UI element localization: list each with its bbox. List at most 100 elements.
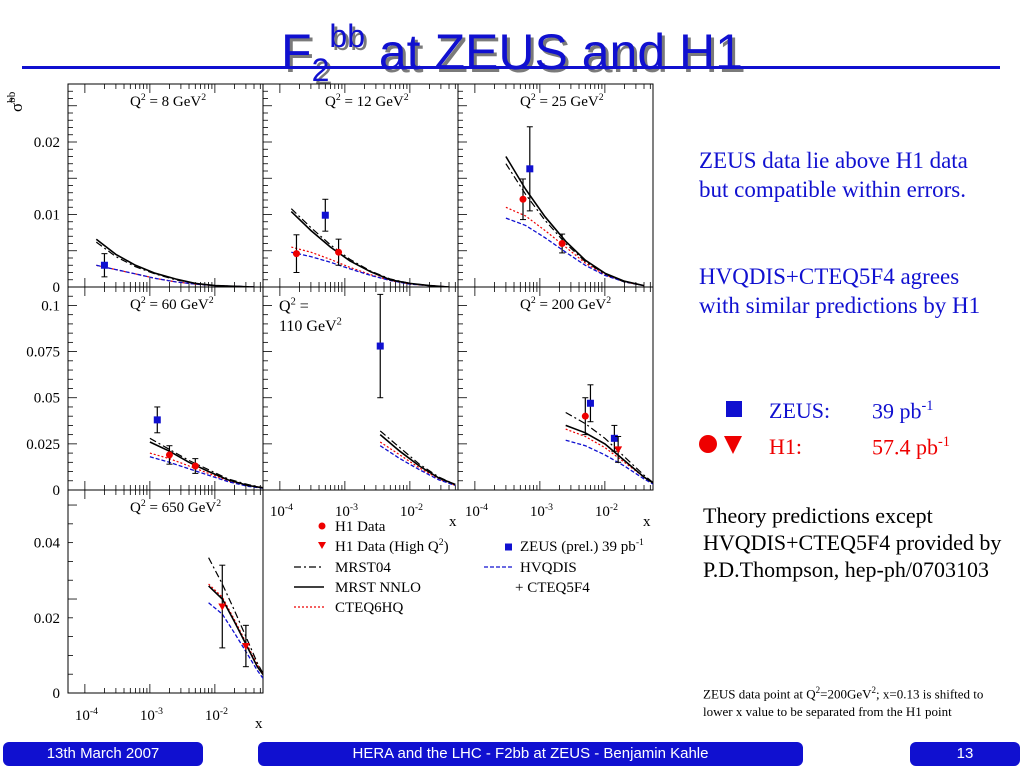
- zeus-point: [100, 261, 108, 269]
- h1-point: [165, 451, 173, 459]
- x-axis-label: x: [449, 514, 457, 530]
- curve-mrstnnlo: [565, 424, 653, 484]
- legend-label: MRST NNLO: [335, 580, 421, 596]
- curve-mrst04: [95, 241, 255, 287]
- x-tick-label: 10-4: [465, 502, 488, 520]
- y-tick-label: 0.01: [34, 208, 60, 224]
- legend-h1-high-marker: [318, 542, 326, 549]
- footer-date: 13th March 2007: [3, 742, 203, 766]
- legend-h1-marker: [318, 522, 326, 530]
- curve-mrstnnlo: [208, 585, 263, 676]
- curve-mrstnnlo: [290, 211, 450, 287]
- curve-cteq6hq: [505, 206, 645, 287]
- curves: [95, 238, 255, 287]
- zeus-point: [153, 416, 161, 424]
- y-tick-label: 0.075: [26, 345, 60, 361]
- h1-dot-icon: [699, 435, 717, 453]
- plot-panel-1: 0.02 0.01 0 Q2 = 8 GeV2: [34, 83, 264, 296]
- zeus-cross-section-value: 39 pb-1: [872, 398, 934, 424]
- curves: [290, 208, 450, 287]
- plot-legend: H1 Data H1 Data (High Q2) MRST04 MRST NNLO C…: [294, 519, 644, 616]
- theory-note: Theory predictions except HVQDIS+CTEQ5F4…: [703, 503, 1002, 582]
- footer-title: HERA and the LHC - F2bb at ZEUS - Benjam…: [258, 742, 803, 766]
- title-rule: [22, 66, 1000, 69]
- q2-label: Q2 =: [279, 297, 309, 315]
- legend-label: ZEUS (prel.) 39 pb-1: [520, 537, 644, 555]
- zeus-square-icon: [726, 401, 742, 417]
- title-subscript: 2: [311, 52, 330, 88]
- y-tick-label: 0.05: [34, 391, 60, 407]
- y-tick-label: 0.02: [34, 135, 60, 151]
- q2-label: Q2 = 8 GeV2: [130, 92, 206, 110]
- note-hvqdis-agrees: HVQDIS+CTEQ5F4 agrees with similar predi…: [699, 264, 981, 318]
- curve-mrst04: [505, 163, 645, 287]
- y-tick-label: 0.04: [34, 536, 61, 552]
- legend-zeus-marker: [505, 543, 512, 551]
- f2bb-plot-grid: 0.02 0.01 0 Q2 = 8 GeV2 Q2 = 12 GeV2 Q2 = 25 …: [6, 83, 654, 732]
- curve-mrstnnlo: [149, 441, 263, 489]
- panel-frame: [457, 83, 654, 288]
- x-tick-label: 10-3: [530, 502, 553, 520]
- q2-label-line2: 110 GeV2: [279, 317, 342, 335]
- panel-frame: [262, 83, 459, 288]
- curve-hvqdis: [379, 445, 456, 487]
- curve-mrstnnlo: [379, 433, 456, 486]
- zeus-point-note: ZEUS data point at Q2=200GeV2; x=0.13 is…: [703, 685, 984, 720]
- curves: [565, 411, 653, 485]
- zeus-point: [610, 434, 618, 442]
- h1-cross-section-value: 57.4 pb-1: [872, 434, 950, 460]
- curve-cteq6hq: [291, 246, 450, 287]
- curve-hvqdis: [291, 251, 450, 287]
- h1-point: [519, 195, 527, 203]
- curves: [208, 557, 263, 680]
- title-superscript: bb: [329, 18, 365, 54]
- curve-mrstnnlo: [95, 238, 255, 287]
- footer-page-number: 13: [910, 742, 1020, 766]
- slide-title: F2bb at ZEUS and H1: [281, 18, 743, 88]
- panel-frame: [67, 83, 264, 288]
- curve-cteq6hq: [565, 428, 653, 484]
- h1-point: [581, 412, 589, 420]
- x-tick-label: 10-2: [205, 706, 228, 724]
- zeus-point: [321, 211, 329, 219]
- x-axis-label: x: [643, 514, 651, 530]
- x-tick-label: 10-2: [400, 502, 423, 520]
- zeus-point: [526, 165, 534, 173]
- zeus-cross-section: ZEUS:: [769, 398, 831, 423]
- h1-point: [558, 240, 566, 247]
- h1-high-q2-point: [241, 643, 250, 651]
- curve-mrst04: [290, 208, 450, 287]
- curves: [379, 430, 456, 487]
- note-zeus-above-h1: ZEUS data lie above H1 data but compatib…: [699, 148, 968, 202]
- y-tick-label: 0: [53, 483, 61, 499]
- y-tick-label: 0.025: [26, 437, 60, 453]
- h1-cross-section: H1:: [769, 434, 802, 459]
- legend-label: H1 Data: [335, 519, 386, 535]
- q2-label: Q2 = 12 GeV2: [325, 92, 409, 110]
- zeus-point: [586, 399, 594, 407]
- plot-panel-4: 0.1 0.075 0.05 0.025 0 Q2 = 60 GeV2: [26, 286, 264, 499]
- zeus-point: [376, 342, 384, 350]
- legend-label: CTEQ6HQ: [335, 600, 403, 616]
- curve-mrst04: [379, 430, 456, 486]
- x-tick-label: 10-3: [335, 502, 358, 520]
- curve-mrst04: [208, 557, 263, 675]
- q2-label: Q2 = 60 GeV2: [130, 295, 214, 313]
- x-tick-label: 10-2: [595, 502, 618, 520]
- curve-cteq6hq: [96, 264, 255, 287]
- h1-point: [191, 462, 199, 470]
- panel-frame: [67, 489, 264, 694]
- curve-hvqdis: [565, 439, 653, 485]
- h1-triangle-icon: [724, 436, 742, 454]
- plot-panel-5: Q2 = 110 GeV2: [262, 286, 459, 491]
- curve-cteq6hq: [208, 583, 263, 675]
- y-tick-label: 0: [53, 280, 61, 296]
- panel-frame: [67, 286, 264, 491]
- legend-label: + CTEQ5F4: [515, 580, 590, 596]
- curves: [505, 156, 645, 287]
- x-tick-label: 10-3: [140, 706, 163, 724]
- curve-hvqdis: [208, 602, 263, 680]
- y-tick-label: 0.02: [34, 611, 60, 627]
- plot-panel-3: Q2 = 25 GeV2: [457, 83, 654, 288]
- q2-label: Q2 = 25 GeV2: [520, 92, 604, 110]
